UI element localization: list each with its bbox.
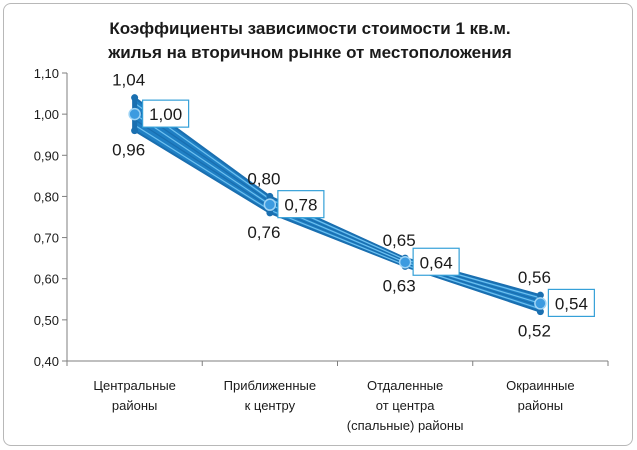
point-max: [266, 192, 274, 200]
chart-frame: Коэффициенты зависимости стоимости 1 кв.…: [3, 3, 633, 446]
point-max: [131, 94, 139, 102]
x-category-label: Окраинные районы: [506, 378, 574, 413]
data-label-min: 0,63: [383, 276, 416, 295]
series-band: [133, 96, 542, 313]
y-tick-label: 0,80: [34, 189, 59, 204]
data-label-max: 0,80: [247, 169, 280, 188]
data-labels: 1,04 0,80 0,65 0,56 0,96 0,76 0,63 0,52 1,00 0,78…: [112, 71, 595, 341]
chart-svg: Коэффициенты зависимости стоимости 1 кв.…: [34, 19, 609, 433]
data-label-mid: 0,78: [284, 196, 317, 215]
point-mid: [534, 297, 547, 310]
series-line: [134, 119, 541, 307]
point-mid: [398, 256, 412, 269]
chart-title: Коэффициенты зависимости стоимости 1 кв.…: [107, 19, 511, 62]
point-min: [266, 209, 274, 217]
y-tick-label: 0,70: [34, 231, 59, 246]
point-mid: [263, 198, 277, 211]
point-min: [131, 127, 139, 135]
series-line: [134, 124, 541, 310]
series-line: [134, 97, 541, 296]
data-label-min: 0,52: [518, 322, 551, 341]
point-mid: [128, 107, 141, 121]
data-label-max: 0,65: [383, 231, 416, 250]
chart-title-line-2: жилья на вторичном рынке от местоположен…: [107, 43, 511, 62]
series-line: [134, 113, 541, 304]
y-axis-ticks: 0,40 0,50 0,60 0,70 0,80 0,90 1,00 1,10: [34, 66, 67, 369]
y-tick-label: 0,60: [34, 272, 59, 287]
data-label-mid: 1,00: [149, 105, 182, 124]
chart-title-line-1: Коэффициенты зависимости стоимости 1 кв.…: [109, 19, 510, 38]
data-label-mid-box: [547, 288, 595, 317]
series-line: [134, 108, 541, 302]
x-axis-categories: Центральные районы Приближенные к центру Отд…: [66, 361, 609, 433]
data-label-mid: 0,54: [555, 294, 588, 313]
point-min: [536, 308, 544, 316]
series-markers: [128, 94, 547, 316]
data-label-mid-box: [142, 99, 190, 128]
y-tick-label: 0,40: [34, 354, 59, 369]
data-label-min: 0,76: [247, 223, 280, 242]
data-label-max: 1,04: [112, 71, 145, 90]
x-category-label: Приближенные к центру: [224, 378, 316, 413]
data-label-mid: 0,64: [420, 253, 453, 272]
series-line: [134, 130, 541, 313]
point-max: [536, 291, 544, 299]
y-tick-label: 1,00: [34, 107, 59, 122]
x-category-label: Отдаленные от центра (спальные) районы: [347, 378, 464, 433]
data-label-max: 0,56: [518, 268, 551, 287]
y-tick-label: 0,90: [34, 148, 59, 163]
y-tick-label: 1,10: [34, 66, 59, 81]
data-label-min: 0,96: [112, 141, 145, 160]
data-label-mid-box: [412, 247, 460, 276]
series-band-fill: [133, 96, 542, 313]
series-line: [134, 102, 541, 299]
data-label-mid-box: [277, 190, 325, 219]
x-category-label: Центральные районы: [93, 378, 176, 413]
y-tick-label: 0,50: [34, 313, 59, 328]
